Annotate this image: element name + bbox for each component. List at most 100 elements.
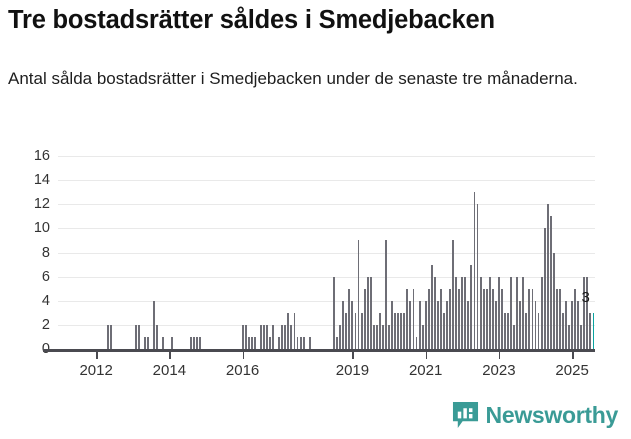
bar — [500, 288, 503, 349]
bar — [418, 300, 421, 349]
gridline — [58, 180, 595, 182]
bar — [497, 276, 500, 349]
bar — [345, 312, 348, 349]
bar — [369, 276, 372, 349]
gridline — [58, 204, 595, 206]
bar — [522, 276, 525, 349]
bar — [382, 324, 384, 349]
bar — [455, 276, 458, 349]
bar — [439, 288, 442, 349]
bar — [583, 276, 586, 349]
bar — [397, 312, 400, 349]
bar — [333, 276, 336, 349]
bar — [351, 300, 354, 349]
bar — [504, 312, 506, 349]
bar — [269, 336, 271, 349]
y-axis-tick-label: 12 — [33, 196, 50, 213]
bar — [339, 324, 342, 349]
bar — [519, 300, 522, 349]
bar — [571, 300, 574, 349]
bar — [482, 288, 485, 349]
bar — [253, 336, 256, 349]
bar — [528, 288, 531, 349]
bar — [385, 240, 387, 349]
bar — [296, 336, 299, 349]
bar — [388, 324, 390, 349]
bar — [449, 288, 452, 349]
bar — [476, 204, 479, 349]
bar — [406, 288, 409, 349]
bar — [555, 288, 558, 349]
bar — [577, 300, 580, 349]
bar — [485, 288, 488, 349]
bar — [421, 324, 424, 349]
bar — [354, 312, 357, 349]
bar — [281, 324, 284, 349]
bar — [510, 276, 513, 349]
bar — [162, 336, 165, 349]
gridline — [58, 228, 595, 230]
bar — [278, 336, 281, 349]
bar — [513, 324, 516, 349]
bar — [473, 192, 476, 349]
bar — [372, 324, 375, 349]
bar — [272, 324, 275, 349]
bar — [543, 228, 546, 349]
gridline — [58, 324, 595, 326]
bar — [192, 336, 195, 349]
bar — [250, 336, 253, 349]
bar — [147, 336, 149, 349]
bar — [394, 312, 397, 349]
x-axis-tick-label: 2023 — [482, 362, 516, 379]
bar — [156, 324, 159, 349]
bar — [391, 300, 394, 349]
bar — [436, 300, 439, 349]
bar — [144, 336, 146, 349]
bar — [470, 264, 473, 349]
bar — [433, 276, 436, 349]
y-axis-tick-label: 8 — [41, 244, 50, 261]
bar — [266, 324, 268, 349]
bar — [558, 288, 561, 349]
bar — [424, 300, 427, 349]
plot-area — [58, 156, 595, 349]
y-axis-tick-label: 14 — [33, 172, 50, 189]
x-axis-tick-label: 2025 — [555, 362, 589, 379]
x-axis-tick-label: 2012 — [79, 362, 113, 379]
bar — [195, 336, 198, 349]
bar — [430, 264, 433, 349]
bar — [107, 324, 110, 349]
bar — [443, 312, 445, 349]
bar — [446, 300, 448, 349]
bar — [549, 216, 552, 349]
x-axis-tick-mark — [498, 351, 501, 359]
x-axis-tick-mark — [425, 351, 428, 359]
bar — [189, 336, 192, 349]
y-axis-tick-label: 16 — [33, 148, 50, 164]
bar — [525, 312, 528, 349]
bar — [290, 324, 293, 349]
bar — [284, 324, 287, 349]
x-axis-tick-mark — [572, 351, 574, 359]
bar — [461, 276, 464, 349]
bar — [375, 324, 378, 349]
newsworthy-logo: Newsworthy — [452, 401, 618, 429]
bar — [479, 276, 482, 349]
bar — [363, 288, 366, 349]
bar — [302, 336, 305, 349]
bar — [565, 300, 567, 349]
bar — [293, 312, 296, 349]
y-axis-tick-label: 10 — [33, 220, 50, 237]
bar — [360, 312, 363, 349]
bar — [378, 312, 381, 349]
bar — [458, 288, 461, 349]
bar — [491, 288, 494, 349]
bar — [137, 324, 140, 349]
bar — [366, 276, 369, 349]
bar — [562, 312, 564, 349]
bar — [586, 276, 589, 349]
bar — [259, 324, 262, 349]
bar — [247, 336, 250, 349]
y-axis-tick-label: 6 — [41, 268, 50, 285]
bar — [467, 300, 470, 349]
